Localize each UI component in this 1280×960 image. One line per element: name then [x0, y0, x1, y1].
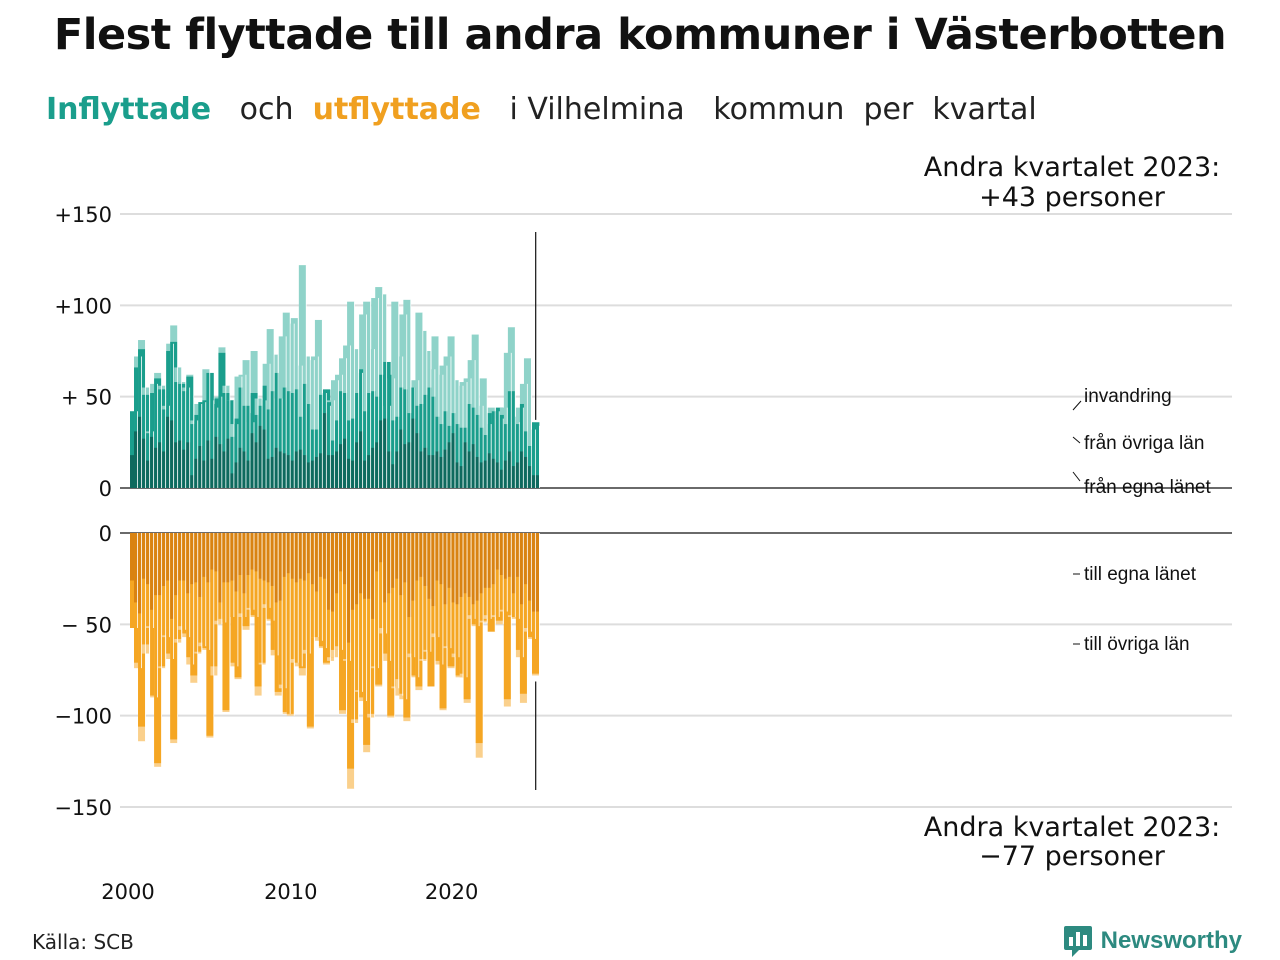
leader-line [1072, 471, 1081, 482]
x-tick-label: 2020 [425, 880, 478, 904]
bar-till-ovriga-lan [503, 533, 512, 700]
bar-till-egna-lanet [130, 533, 138, 581]
annotation-top-line1: Andra kvartalet 2023: [924, 152, 1220, 183]
series-label-till-ovriga-lan: till övriga län [1084, 634, 1190, 655]
annotation-bottom-line1: Andra kvartalet 2023: [924, 812, 1220, 843]
brand-logo: Newsworthy [1063, 924, 1242, 958]
y-tick-label: − 50 [61, 613, 112, 637]
subtitle-och: och [239, 92, 294, 127]
leader-line [1072, 400, 1082, 411]
annotation-bottom-line2: −77 personer [979, 841, 1166, 872]
y-tick-label: 0 [99, 522, 112, 546]
chart-title: Flest flyttade till andra kommuner i Väs… [53, 10, 1227, 60]
y-tick-label: −150 [54, 796, 112, 820]
series-label-till-egna-lanet: till egna länet [1084, 564, 1197, 585]
subtitle-rest: i Vilhelmina kommun per kvartal [509, 92, 1037, 127]
bar-fran-egna-lanet [130, 455, 138, 488]
leader-line [1072, 436, 1081, 444]
series-label-fran-egna-lanet: från egna länet [1084, 477, 1211, 498]
y-tick-label: +150 [54, 203, 112, 227]
subtitle-inflyttade: Inflyttade [46, 92, 212, 127]
x-tick-label: 2000 [101, 880, 154, 904]
x-tick-label: 2010 [264, 880, 317, 904]
chart-subtitle: Inflyttade och utflyttade i Vilhelmina k… [46, 92, 1037, 127]
y-tick-label: + 50 [61, 386, 112, 410]
newsworthy-icon [1063, 926, 1092, 957]
series-label-invandring: invandring [1084, 386, 1172, 407]
bar-fran-ovriga-lan [130, 411, 138, 488]
annotation-top-line2: +43 personer [979, 182, 1166, 213]
y-tick-label: +100 [54, 294, 112, 318]
y-tick-label: −100 [54, 705, 112, 729]
source-text: Källa: SCB [32, 930, 134, 954]
subtitle-utflyttade: utflyttade [312, 92, 481, 127]
y-tick-label: 0 [99, 477, 112, 501]
series-label-fran-ovriga-lan: från övriga län [1084, 433, 1204, 454]
brand-name: Newsworthy [1100, 927, 1242, 954]
bar-till-ovriga-lan [475, 533, 484, 744]
